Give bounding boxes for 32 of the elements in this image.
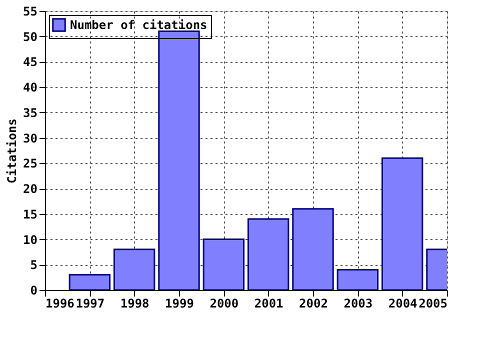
bar — [247, 218, 290, 290]
bar — [202, 238, 245, 290]
y-tick-label: 0 — [30, 284, 38, 298]
y-axis-title: Citations — [5, 118, 20, 184]
y-tick-label: 45 — [23, 55, 38, 70]
y-tick-label: 5 — [30, 258, 38, 272]
x-tick-label: 1998 — [120, 296, 150, 310]
y-tick-label: 40 — [23, 80, 38, 95]
bar — [381, 157, 424, 290]
bar — [113, 248, 156, 290]
y-tick-label: 15 — [23, 207, 38, 222]
legend-label: Number of citations — [70, 18, 208, 32]
y-tick-label: 35 — [23, 106, 38, 120]
x-tick-label: 2005 — [418, 296, 448, 310]
bar — [158, 30, 200, 290]
y-tick-label: 55 — [23, 4, 38, 18]
x-tick-label: 2001 — [254, 296, 284, 310]
bar — [292, 208, 334, 290]
bar — [68, 274, 111, 290]
x-tick-label: 1996 — [46, 296, 74, 310]
x-tick-label: 2002 — [299, 296, 328, 310]
y-tick-label: 50 — [23, 30, 38, 44]
x-tick-label: 2004 — [388, 296, 418, 310]
y-tick-label: 25 — [23, 156, 38, 171]
y-tick-label: 30 — [23, 131, 38, 146]
x-tick-label: 2000 — [210, 296, 239, 310]
bar — [336, 268, 379, 290]
y-tick-label: 20 — [23, 182, 38, 196]
x-tick-label: 2003 — [344, 296, 373, 310]
x-tick-label: 1999 — [165, 296, 194, 310]
x-tick-label: 1997 — [76, 296, 105, 310]
y-tick-label: 10 — [23, 232, 38, 247]
